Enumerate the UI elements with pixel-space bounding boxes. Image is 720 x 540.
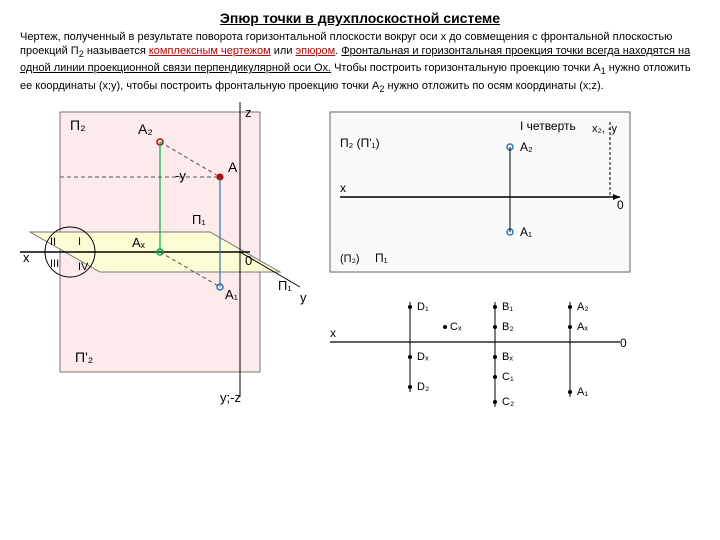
- diagram-epure: I четверть x₂, -y П₂ (П'₁) A₂ x 0 (П₂) П…: [320, 102, 640, 282]
- bottom-label-b2: B₂: [502, 321, 514, 333]
- epure-label-p22: (П₂): [340, 253, 360, 265]
- bottom-label-d1: D₁: [417, 301, 429, 313]
- bottom-label-x: х: [330, 326, 336, 340]
- bottom-label-bx: Bₓ: [502, 351, 513, 363]
- bottom-label-b1: B₁: [502, 301, 513, 313]
- pt: [493, 355, 497, 359]
- epure-label-quadrant: I четверть: [520, 119, 576, 133]
- para-text: Чтобы построить горизонтальную проекцию …: [331, 62, 601, 74]
- label-z: z: [245, 105, 252, 120]
- label-iii: III: [50, 258, 59, 270]
- pt: [568, 325, 572, 329]
- label-iv: IV: [78, 261, 89, 273]
- epure-label-x: x: [340, 181, 346, 195]
- pt: [408, 385, 412, 389]
- pt: [493, 375, 497, 379]
- bottom-label-a1: A₁: [577, 386, 588, 398]
- label-p2: П₂: [70, 117, 86, 133]
- pt: [493, 305, 497, 309]
- epure-label-p1: П₁: [375, 251, 388, 265]
- label-yz: у;-z: [220, 390, 241, 405]
- bottom-label-dx: Dₓ: [417, 351, 429, 363]
- label-zero: 0: [245, 253, 252, 268]
- para-text: нужно отложить по осям координаты (х;z).: [384, 80, 603, 92]
- para-text: называется: [84, 45, 149, 57]
- bottom-label-c2: C₂: [502, 396, 514, 408]
- para-red: эпюром: [296, 45, 336, 57]
- label-i: I: [78, 236, 81, 248]
- label-pp2: П'₂: [75, 349, 93, 365]
- pt: [568, 390, 572, 394]
- diagram-3d: П₂ А₂ z -у А II I Аₓ П₁ х III IV 0 А₁ П₁…: [20, 102, 310, 422]
- epure-label-zero: 0: [617, 198, 624, 212]
- label-y: у: [300, 290, 307, 305]
- para-text: или: [271, 45, 296, 57]
- epure-label-a2: A₂: [520, 140, 533, 154]
- pt: [568, 305, 572, 309]
- pt: [493, 325, 497, 329]
- bottom-label-d2: D₂: [417, 381, 429, 393]
- label-minus-y: -у: [175, 168, 186, 183]
- epure-label-a1: A₁: [520, 225, 532, 239]
- label-a2: А₂: [138, 121, 153, 137]
- page-title: Эпюр точки в двухплоскостной системе: [20, 10, 700, 26]
- description-paragraph: Чертеж, полученный в результате поворота…: [20, 30, 700, 96]
- label-ax: Аₓ: [132, 235, 146, 250]
- label-p1: П₁: [192, 212, 206, 227]
- pt: [443, 325, 447, 329]
- bottom-label-c1: C₁: [502, 371, 514, 383]
- label-a1: А₁: [225, 287, 239, 302]
- epure-label-p2: П₂ (П'₁): [340, 136, 380, 150]
- bottom-label-ax: Aₓ: [577, 321, 588, 333]
- pt: [408, 305, 412, 309]
- pt: [493, 400, 497, 404]
- pt: [408, 355, 412, 359]
- label-p1b: П₁: [278, 278, 292, 293]
- epure-label-x2y: x₂, -y: [592, 123, 618, 135]
- diagram-bottom: х 0 D₁ B₁ A₂ Cₓ B₂ Aₓ Dₓ Bₓ C₁ D₂ C₂ A₁: [320, 282, 640, 422]
- bottom-label-cx: Cₓ: [450, 321, 462, 333]
- label-x: х: [23, 250, 30, 265]
- label-a: А: [228, 159, 238, 175]
- para-red: комплексным чертежом: [149, 45, 271, 57]
- label-ii: II: [50, 236, 56, 248]
- bottom-label-a2: A₂: [577, 301, 589, 313]
- bottom-label-0: 0: [620, 336, 627, 350]
